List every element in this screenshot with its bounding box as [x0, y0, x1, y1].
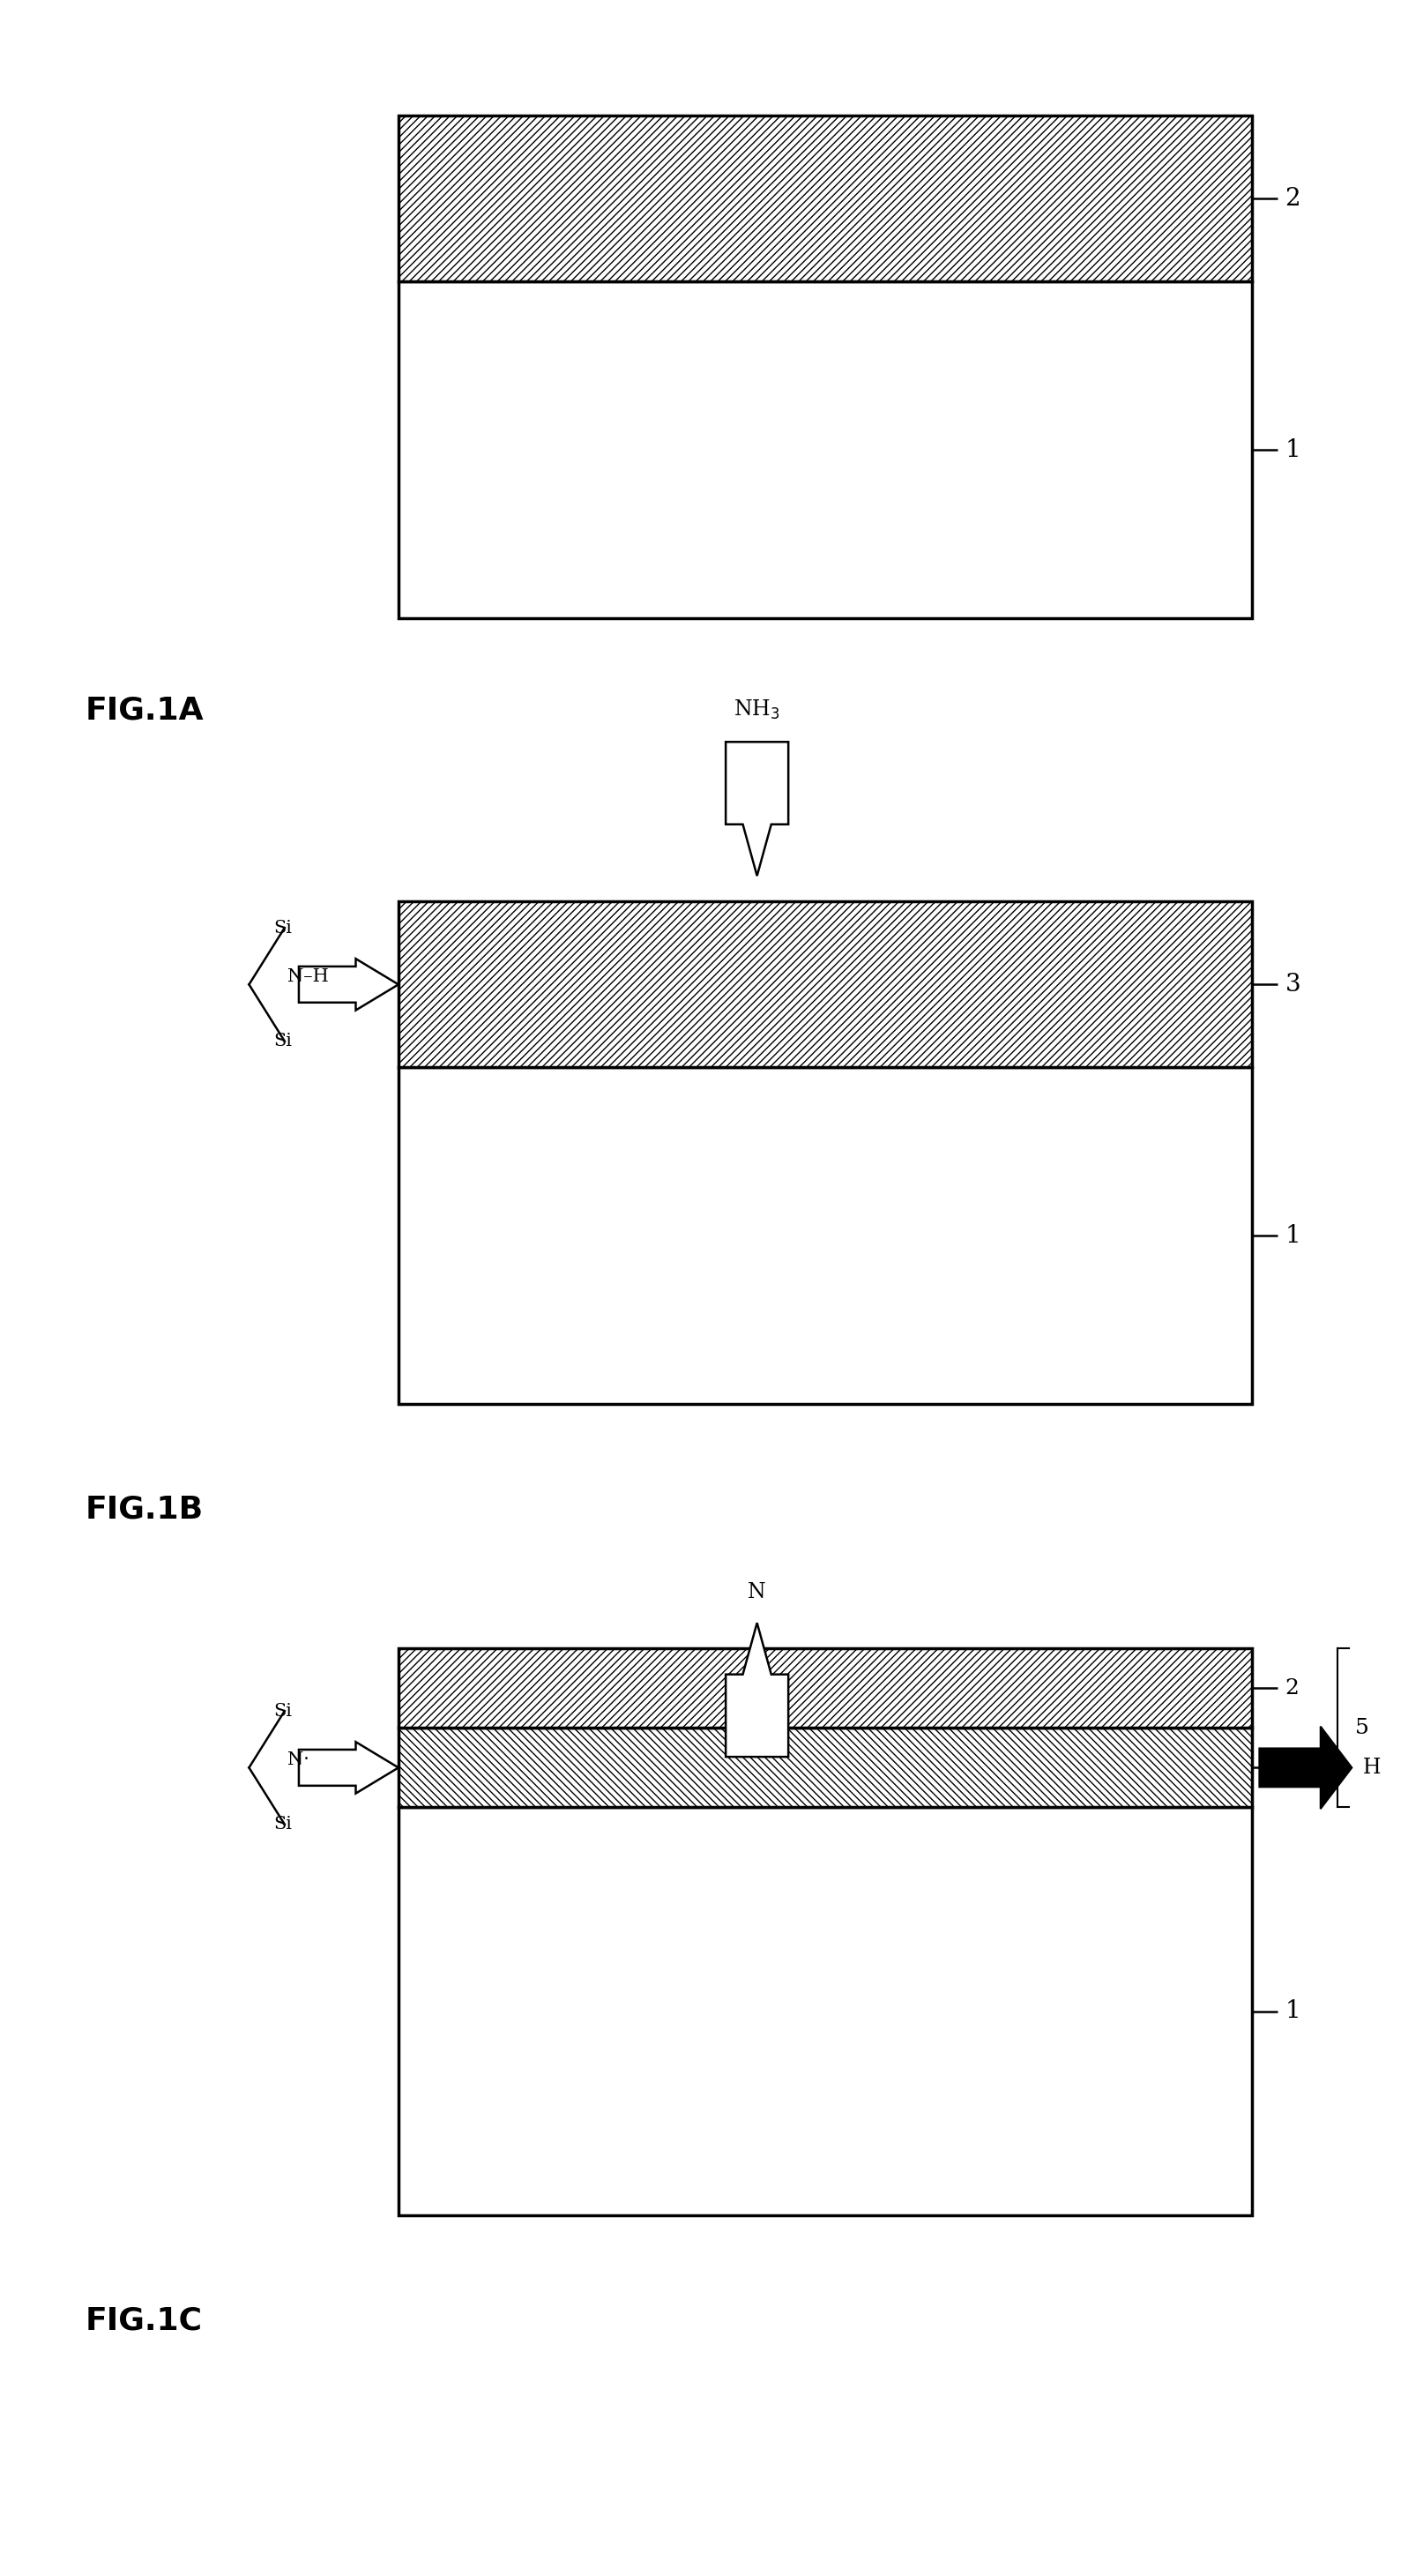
- Text: 3: 3: [1285, 974, 1301, 997]
- Text: N–H: N–H: [287, 969, 329, 984]
- Bar: [398, 902, 1252, 1066]
- Polygon shape: [299, 958, 398, 1010]
- Text: Si: Si: [273, 920, 292, 935]
- Text: FIG.1C: FIG.1C: [85, 2306, 202, 2336]
- Text: 4: 4: [1285, 1757, 1299, 1777]
- Text: H: H: [1363, 1757, 1382, 1777]
- Text: NH$_3$: NH$_3$: [734, 698, 780, 721]
- Polygon shape: [299, 1741, 398, 1793]
- Bar: [398, 1649, 1252, 1728]
- Text: N: N: [748, 1582, 766, 1602]
- Bar: [398, 1808, 1252, 2215]
- Text: 1: 1: [1285, 438, 1301, 461]
- Text: Si: Si: [273, 1703, 292, 1718]
- Text: 1: 1: [1285, 1224, 1301, 1247]
- Polygon shape: [726, 742, 788, 876]
- Text: 2: 2: [1285, 188, 1301, 211]
- Text: FIG.1B: FIG.1B: [85, 1494, 203, 1525]
- Bar: [398, 1728, 1252, 1808]
- Polygon shape: [1259, 1726, 1352, 1808]
- Text: 2: 2: [1285, 1677, 1299, 1698]
- Text: Si: Si: [273, 1816, 292, 1832]
- Text: FIG.1A: FIG.1A: [85, 696, 203, 726]
- Text: Si: Si: [273, 1033, 292, 1048]
- Text: N·: N·: [287, 1752, 309, 1767]
- Text: 5: 5: [1355, 1718, 1369, 1739]
- Polygon shape: [726, 1623, 788, 1757]
- Bar: [398, 281, 1252, 618]
- Text: 1: 1: [1285, 1999, 1301, 2022]
- Bar: [398, 116, 1252, 281]
- Bar: [398, 1066, 1252, 1404]
